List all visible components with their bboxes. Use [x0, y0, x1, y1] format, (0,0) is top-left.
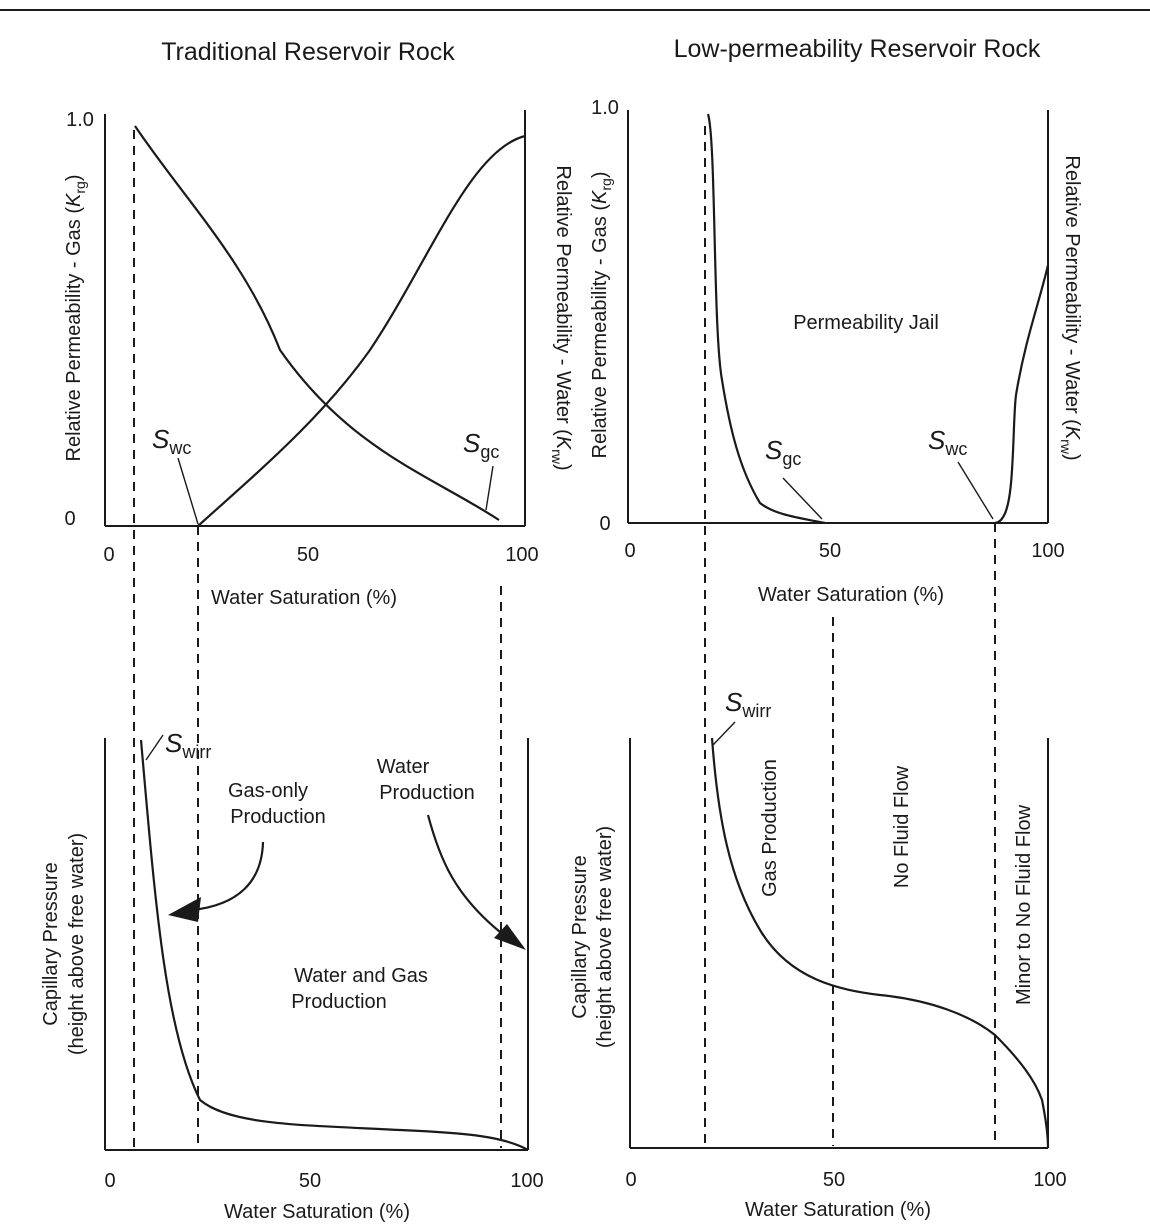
x-tick-50: 50 — [299, 1170, 321, 1192]
water-relperm-curve — [994, 264, 1050, 525]
y-tick-bottom: 0 — [599, 513, 610, 535]
x-axis-label: Water Saturation (%) — [758, 584, 944, 606]
panel-title-traditional: Traditional Reservoir Rock — [161, 38, 455, 66]
water-relperm-curve — [197, 134, 526, 527]
swirr-leader — [712, 721, 736, 746]
water-production-arrow — [426, 814, 501, 933]
panel-bottom-right: 0 50 100 Water Saturation (%) Capillary … — [569, 687, 1067, 1221]
x-axis-label: Water Saturation (%) — [211, 587, 397, 609]
y-tick-top: 1.0 — [591, 97, 619, 119]
gas-only-arrow — [191, 841, 265, 912]
swirr-label: Swirr — [725, 687, 771, 721]
x-tick-0: 0 — [103, 544, 114, 566]
sgc-leader — [485, 465, 494, 511]
swc-label: Swc — [152, 424, 191, 458]
gas-relperm-curve — [706, 113, 826, 525]
permeability-jail-label: Permeability Jail — [793, 312, 939, 334]
x-tick-0: 0 — [625, 1169, 636, 1191]
y-tick-top: 1.0 — [66, 109, 94, 131]
sgc-leader — [782, 477, 823, 520]
swc-label: Swc — [928, 425, 967, 459]
x-tick-50: 50 — [297, 544, 319, 566]
x-axis-label: Water Saturation (%) — [224, 1201, 410, 1223]
y-axis-label-water: Relative Permeability - Water (Krw) — [1058, 155, 1083, 460]
y-axis-label-gas: Relative Permeability - Gas (Krg) — [589, 172, 614, 459]
x-tick-50: 50 — [819, 540, 841, 562]
swirr-leader — [145, 734, 164, 761]
sgc-label: Sgc — [463, 428, 499, 462]
panel-bottom-left: 0 50 100 Water Saturation (%) Capillary … — [40, 728, 544, 1223]
swc-leader — [957, 461, 994, 520]
water-production-arrowhead — [494, 924, 526, 950]
swc-leader — [177, 457, 199, 525]
y-axis-label-gas: Relative Permeability - Gas (Krg) — [63, 175, 88, 462]
water-production-label: Water Production — [377, 756, 475, 804]
x-tick-100: 100 — [1031, 540, 1064, 562]
gas-only-production-label: Gas-only Production — [228, 780, 326, 828]
gas-relperm-curve — [134, 125, 500, 521]
cutoff-lines — [133, 126, 996, 1148]
panel-title-low-perm: Low-permeability Reservoir Rock — [674, 35, 1041, 63]
x-tick-100: 100 — [510, 1170, 543, 1192]
gas-production-label: Gas Production — [759, 759, 781, 897]
capillary-pressure-curve — [710, 737, 1050, 1149]
sgc-label: Sgc — [765, 435, 801, 469]
gas-only-arrowhead — [168, 897, 201, 922]
y-axis-label-line2: (height above free water) — [594, 826, 616, 1048]
y-axis-label-line1: Capillary Pressure — [40, 862, 62, 1025]
panel-top-right: Low-permeability Reservoir Rock 1.0 0 0 … — [589, 35, 1083, 606]
y-axis-label-water: Relative Permeability - Water (Krw) — [549, 165, 574, 470]
capillary-pressure-curve — [139, 739, 529, 1151]
x-tick-100: 100 — [505, 544, 538, 566]
x-axis-label: Water Saturation (%) — [745, 1199, 931, 1221]
y-axis-label-line2: (height above free water) — [66, 833, 88, 1055]
x-tick-100: 100 — [1033, 1169, 1066, 1191]
x-tick-50: 50 — [823, 1169, 845, 1191]
x-tick-0: 0 — [624, 540, 635, 562]
no-fluid-flow-label: No Fluid Flow — [891, 765, 913, 888]
swirr-label: Swirr — [165, 728, 211, 762]
x-tick-0: 0 — [104, 1170, 115, 1192]
y-tick-bottom: 0 — [64, 508, 75, 530]
water-and-gas-production-label: Water and Gas Production — [291, 965, 428, 1013]
panel-top-left: Traditional Reservoir Rock 1.0 0 0 50 10… — [63, 38, 574, 609]
y-axis-label-line1: Capillary Pressure — [569, 855, 591, 1018]
minor-to-no-fluid-flow-label: Minor to No Fluid Flow — [1013, 804, 1035, 1005]
